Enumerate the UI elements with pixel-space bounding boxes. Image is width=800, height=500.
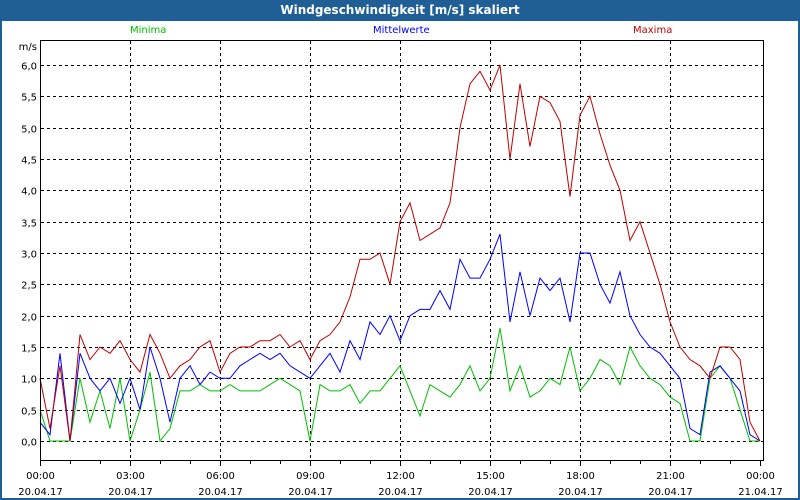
- x-tick-date: 20.04.17: [18, 487, 63, 498]
- y-tick-label: 2,0: [21, 313, 37, 324]
- x-tick-time: 09:00: [296, 471, 325, 482]
- y-tick-label: 3,5: [21, 219, 37, 230]
- plot-frame: [40, 40, 764, 461]
- x-tick-date: 20.04.17: [288, 487, 333, 498]
- y-tick-label: 1,5: [21, 344, 37, 355]
- series-line-maxima: [39, 64, 761, 442]
- x-tick-date: 20.04.17: [198, 487, 243, 498]
- y-tick-label: 1,0: [21, 375, 37, 386]
- x-tick-time: 21:00: [656, 471, 685, 482]
- x-tick-date: 20.04.17: [468, 487, 513, 498]
- x-tick-date: 20.04.17: [378, 487, 423, 498]
- x-tick-time: 00:00: [26, 471, 55, 482]
- series-line-mittelwerte: [39, 234, 761, 442]
- series-line-minima: [39, 328, 760, 443]
- x-tick-time: 06:00: [206, 471, 235, 482]
- x-tick-time: 18:00: [566, 471, 595, 482]
- x-tick-date: 20.04.17: [558, 487, 603, 498]
- y-tick-label: 0,0: [21, 438, 37, 449]
- legend-mittelwerte: Mittelwerte: [373, 25, 430, 36]
- y-tick-label: 5,0: [21, 125, 37, 136]
- y-tick-label: 5,5: [21, 93, 37, 104]
- legend-maxima: Maxima: [633, 25, 673, 36]
- y-tick-label: 4,0: [21, 187, 37, 198]
- y-tick-label: 2,5: [21, 281, 37, 292]
- x-tick-date: 20.04.17: [108, 487, 153, 498]
- legend-minima: Minima: [130, 25, 167, 36]
- y-axis-label: m/s: [19, 42, 37, 53]
- y-tick-label: 0,5: [21, 407, 37, 418]
- x-tick-time: 03:00: [116, 471, 145, 482]
- x-tick-time: 12:00: [386, 471, 415, 482]
- y-tick-label: 6,0: [21, 62, 37, 73]
- x-tick-date: 21.04.17: [738, 487, 783, 498]
- x-tick-date: 20.04.17: [648, 487, 693, 498]
- x-tick-time: 00:00: [746, 471, 775, 482]
- y-tick-label: 3,0: [21, 250, 37, 261]
- x-tick-time: 15:00: [476, 471, 505, 482]
- y-tick-label: 4,5: [21, 156, 37, 167]
- window-title: Windgeschwindigkeit [m/s] skaliert: [0, 0, 800, 21]
